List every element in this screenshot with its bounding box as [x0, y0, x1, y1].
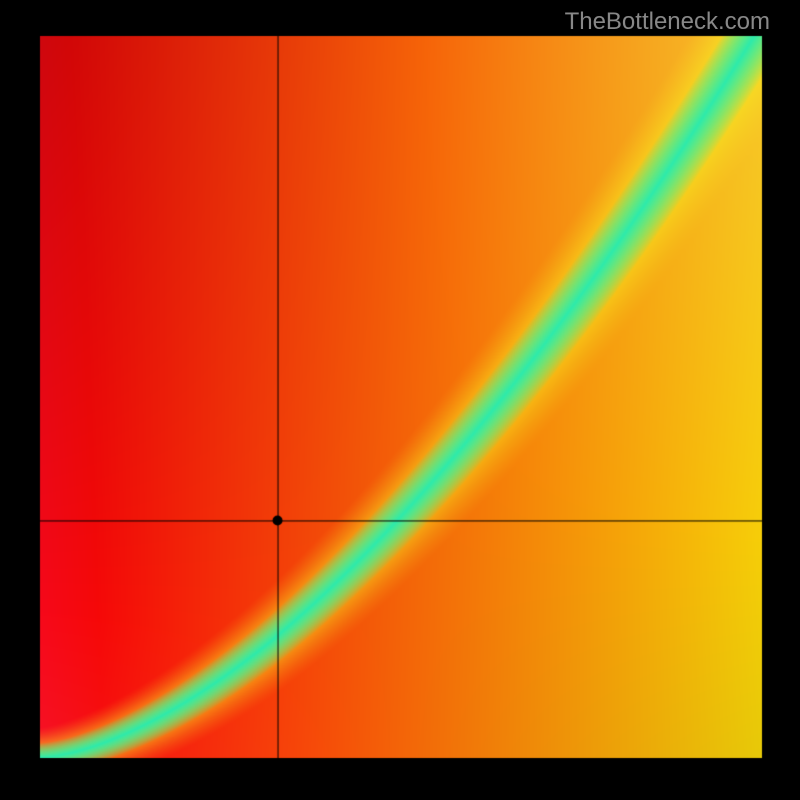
watermark-text: TheBottleneck.com: [565, 8, 770, 36]
chart-container: { "watermark": "TheBottleneck.com", "cha…: [0, 0, 800, 800]
heatmap-canvas: [0, 0, 800, 800]
